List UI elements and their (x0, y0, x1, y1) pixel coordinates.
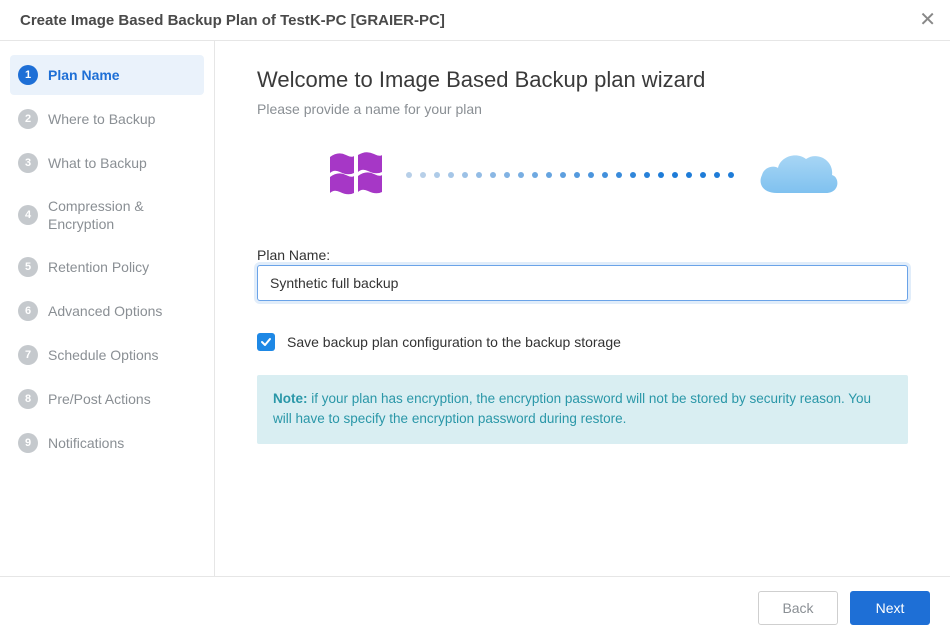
wizard-step-4[interactable]: 4 Compression & Encryption (10, 187, 204, 243)
wizard-step-8[interactable]: 8 Pre/Post Actions (10, 379, 204, 419)
step-number-badge: 3 (18, 153, 38, 173)
step-number-badge: 4 (18, 205, 38, 225)
step-label: Plan Name (48, 66, 120, 84)
step-label: Compression & Encryption (48, 197, 196, 233)
transfer-dots-icon (406, 172, 734, 178)
step-number-badge: 7 (18, 345, 38, 365)
step-number-badge: 8 (18, 389, 38, 409)
save-config-label: Save backup plan configuration to the ba… (287, 334, 621, 350)
encryption-note: Note: if your plan has encryption, the e… (257, 375, 908, 444)
window-title: Create Image Based Backup Plan of TestK-… (20, 12, 445, 29)
step-number-badge: 9 (18, 433, 38, 453)
note-text: if your plan has encryption, the encrypt… (273, 391, 871, 426)
wizard-step-1[interactable]: 1 Plan Name (10, 55, 204, 95)
cloud-icon (752, 145, 842, 205)
step-number-badge: 1 (18, 65, 38, 85)
next-button[interactable]: Next (850, 591, 930, 625)
back-button[interactable]: Back (758, 591, 838, 625)
note-prefix: Note: (273, 391, 308, 406)
plan-name-label: Plan Name: (257, 247, 330, 263)
wizard-step-5[interactable]: 5 Retention Policy (10, 247, 204, 287)
wizard-step-3[interactable]: 3 What to Backup (10, 143, 204, 183)
step-label: What to Backup (48, 154, 147, 172)
body: 1 Plan Name 2 Where to Backup 3 What to Backu… (0, 41, 950, 581)
illustration (257, 143, 908, 207)
page-title: Welcome to Image Based Backup plan wizar… (257, 67, 908, 93)
save-config-row: Save backup plan configuration to the ba… (257, 333, 908, 351)
wizard-step-6[interactable]: 6 Advanced Options (10, 291, 204, 331)
step-number-badge: 2 (18, 109, 38, 129)
step-label: Schedule Options (48, 346, 159, 364)
main-panel: Welcome to Image Based Backup plan wizar… (215, 41, 950, 581)
step-number-badge: 6 (18, 301, 38, 321)
wizard-step-9[interactable]: 9 Notifications (10, 423, 204, 463)
step-label: Advanced Options (48, 302, 162, 320)
wizard-step-7[interactable]: 7 Schedule Options (10, 335, 204, 375)
titlebar: Create Image Based Backup Plan of TestK-… (0, 0, 950, 41)
footer: Back Next (0, 576, 950, 639)
step-label: Where to Backup (48, 110, 155, 128)
step-label: Notifications (48, 434, 124, 452)
windows-logo-icon (324, 143, 388, 207)
step-number-badge: 5 (18, 257, 38, 277)
page-subtitle: Please provide a name for your plan (257, 101, 908, 117)
step-label: Retention Policy (48, 258, 149, 276)
close-icon[interactable]: ✕ (919, 10, 936, 30)
wizard-sidebar: 1 Plan Name 2 Where to Backup 3 What to Backu… (0, 41, 215, 581)
step-label: Pre/Post Actions (48, 390, 151, 408)
plan-name-input[interactable] (257, 265, 908, 301)
wizard-step-2[interactable]: 2 Where to Backup (10, 99, 204, 139)
save-config-checkbox[interactable] (257, 333, 275, 351)
